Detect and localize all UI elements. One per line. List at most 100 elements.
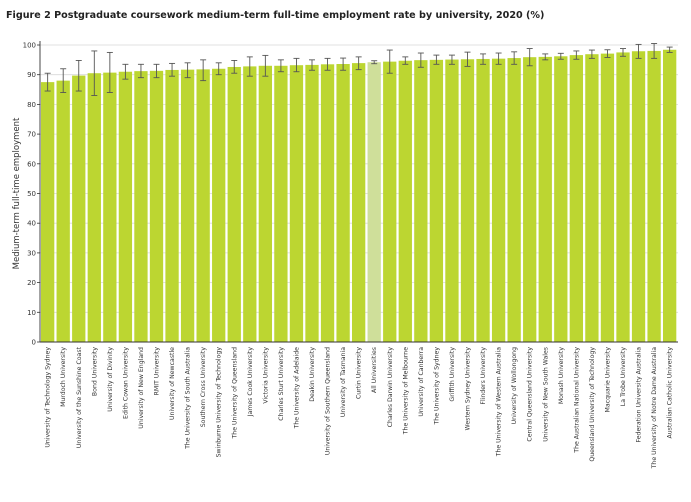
x-tick-label: University of Canberra	[418, 347, 425, 417]
x-tick-label: Charles Sturt University	[278, 347, 285, 421]
axes	[37, 41, 678, 343]
bar	[305, 64, 319, 343]
x-tick-label: Queensland University of Technology	[589, 347, 596, 462]
x-tick-label: Southern Cross University	[200, 347, 207, 428]
bar	[274, 65, 288, 342]
bar	[476, 58, 490, 343]
bar	[445, 59, 459, 342]
bar	[149, 70, 164, 343]
x-tick-label: The University of South Australia	[185, 347, 192, 450]
tick-labels: 0 10 20 30 40 50 60 70 80 90 100 Medium-term full-t…	[12, 42, 674, 470]
bar	[429, 59, 444, 342]
x-tick-label: University of Tasmania	[340, 347, 347, 417]
y-axis-title: Medium-term full-time employment	[12, 117, 22, 269]
x-tick-label: La Trobe University	[620, 347, 627, 407]
x-tick-label: Macquarie University	[604, 347, 611, 413]
bar	[196, 69, 210, 342]
x-tick-label: University of New South Wales	[542, 347, 549, 442]
bar	[367, 62, 381, 342]
x-tick-label: The University of Queensland	[231, 347, 238, 440]
bar	[87, 73, 101, 342]
x-tick-label: Murdoch University	[60, 347, 67, 407]
y-tick-label: 90	[27, 71, 36, 79]
x-tick-label: Swinburne University of Technology	[216, 347, 223, 458]
x-tick-label: The University of Western Australia	[496, 347, 503, 458]
x-tick-label: Charles Darwin University	[387, 347, 394, 428]
x-tick-label: Bond University	[91, 347, 98, 396]
bar	[212, 68, 226, 342]
bar	[352, 63, 366, 342]
x-tick-label: RMIT University	[154, 347, 161, 396]
y-tick-label: 30	[27, 249, 36, 257]
x-tick-label: Federation University Australia	[636, 347, 643, 443]
bar	[41, 82, 55, 342]
bar	[165, 69, 179, 342]
y-tick-label: 50	[27, 190, 36, 198]
bar	[180, 69, 195, 342]
x-tick-label: Griffith University	[449, 347, 456, 402]
y-tick-label: 60	[27, 160, 36, 168]
bar	[398, 60, 412, 343]
bars	[41, 49, 677, 343]
y-tick-label: 100	[23, 42, 36, 50]
bar	[554, 56, 568, 342]
bar	[243, 66, 257, 342]
x-tick-label: James Cook University	[247, 347, 254, 418]
x-tick-label: Flinders University	[480, 347, 487, 405]
x-tick-label: The University of Adelaide	[293, 347, 300, 430]
bar	[538, 56, 552, 342]
x-tick-label: University of New England	[138, 347, 145, 429]
chart-title: Figure 2 Postgraduate coursework medium-…	[6, 10, 545, 21]
error-bars	[44, 43, 673, 96]
x-tick-label: Curtin University	[356, 347, 363, 399]
bar	[336, 64, 350, 343]
x-tick-label: Central Queensland University	[527, 347, 534, 442]
bar	[134, 71, 148, 343]
bar	[72, 75, 86, 342]
bar	[383, 61, 397, 343]
bar	[491, 58, 506, 343]
bar	[118, 71, 133, 342]
x-tick-label: The University of Sydney	[433, 347, 440, 426]
x-tick-label: Australian Catholic University	[667, 347, 674, 439]
y-tick-label: 40	[27, 220, 36, 228]
y-tick-label: 80	[27, 101, 36, 109]
bar	[320, 64, 335, 343]
x-tick-label: The University of Melbourne	[402, 347, 409, 435]
y-tick-label: 10	[27, 309, 36, 317]
x-tick-label: University of Technology Sydney	[45, 347, 52, 448]
bar	[523, 57, 537, 342]
x-tick-label: The Australian National University	[573, 347, 580, 454]
x-tick-label: University of Southern Queensland	[325, 347, 332, 455]
bar	[56, 80, 70, 342]
bar	[507, 58, 521, 343]
bar	[647, 50, 661, 342]
x-tick-label: University of the Sunshine Coast	[76, 346, 83, 448]
y-tick-label: 70	[27, 131, 36, 139]
bar	[258, 65, 272, 342]
x-tick-label: University of Wollongong	[511, 347, 518, 424]
x-tick-label: University of Divinity	[107, 347, 114, 412]
bar	[631, 51, 646, 342]
x-tick-label: University of Newcastle	[169, 347, 176, 420]
y-tick-label: 0	[32, 339, 36, 347]
bar	[585, 54, 599, 342]
x-tick-label: All Universities	[371, 347, 378, 393]
bar	[616, 52, 630, 343]
bar	[227, 66, 241, 342]
y-tick-label: 20	[27, 279, 36, 287]
bar	[289, 65, 304, 343]
x-tick-label: Monash University	[558, 347, 565, 405]
bar	[414, 60, 428, 342]
bar	[460, 59, 475, 342]
x-tick-label: Edith Cowan University	[122, 347, 129, 419]
x-tick-label: Deakin University	[309, 347, 316, 402]
x-tick-label: Western Sydney University	[465, 347, 472, 431]
bar	[103, 72, 117, 342]
x-tick-label: The University of Notre Dame Australia	[651, 347, 658, 470]
bar	[600, 53, 615, 342]
bar	[569, 55, 583, 343]
x-tick-label: Victoria University	[262, 347, 269, 404]
bar	[663, 49, 677, 342]
